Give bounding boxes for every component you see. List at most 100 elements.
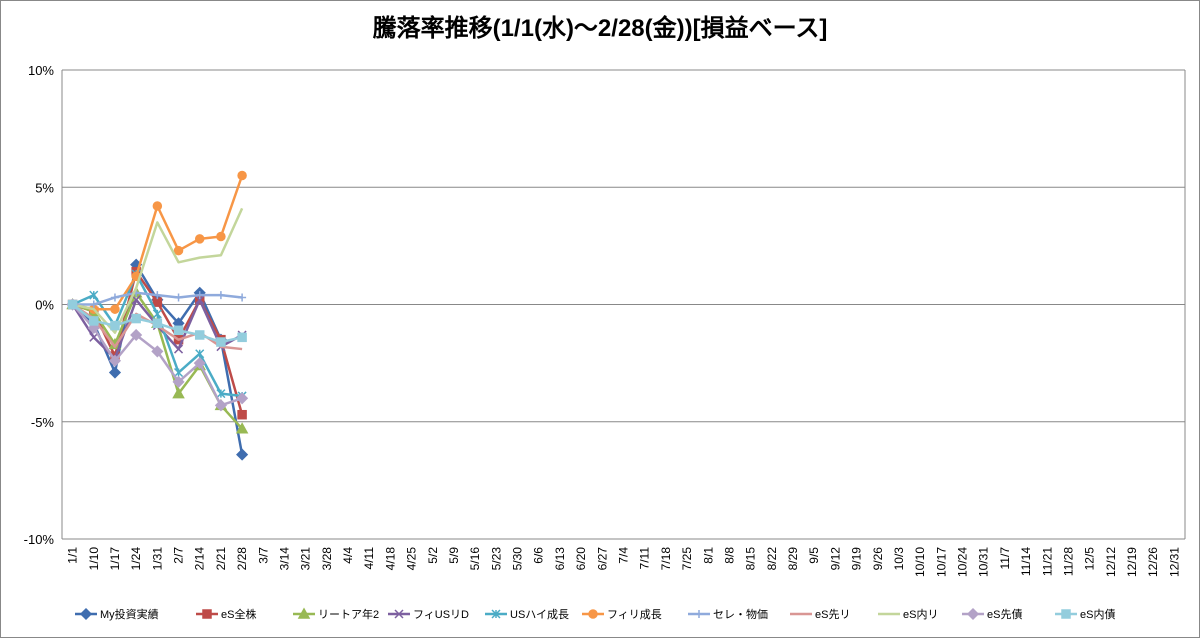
marker	[67, 299, 78, 310]
marker	[491, 609, 501, 619]
legend-label: eS先リ	[815, 608, 850, 621]
marker	[195, 295, 205, 305]
marker	[174, 367, 184, 378]
marker	[1061, 609, 1071, 619]
marker	[79, 607, 93, 621]
legend-label: eS内債	[1080, 607, 1115, 621]
y-tick-label: 5%	[35, 180, 54, 195]
y-tick-label: 0%	[35, 298, 54, 313]
legend: My投資実績 eS全株 リートア年2 フィUSリD USハイ成長 フィリ成長 セレ・物価 eS…	[75, 607, 1115, 621]
x-tick-label: 6/27	[595, 547, 609, 571]
x-tick-label: 3/7	[256, 547, 270, 564]
marker	[89, 332, 99, 342]
x-tick-label: 2/7	[172, 547, 186, 564]
x-tick-label: 4/25	[405, 547, 419, 571]
marker	[297, 607, 311, 619]
x-tick-label: 10/31	[977, 547, 991, 577]
marker	[237, 332, 247, 343]
x-tick-label: 10/3	[892, 547, 906, 571]
x-tick-label: 3/14	[277, 547, 291, 571]
x-tick-label: 9/5	[807, 547, 821, 564]
x-tick-label: 3/28	[320, 547, 334, 571]
x-tick-label: 4/4	[341, 547, 355, 564]
x-tick-label: 5/9	[447, 547, 461, 564]
legend-label: eS全株	[221, 607, 256, 621]
marker	[172, 387, 185, 399]
marker	[130, 328, 143, 342]
x-tick-label: 8/29	[786, 547, 800, 571]
x-tick-label: 12/12	[1104, 547, 1118, 577]
marker	[108, 366, 122, 379]
x-tick-label: 12/5	[1083, 547, 1097, 571]
x-tick-label: 1/31	[150, 547, 164, 571]
marker	[174, 344, 184, 354]
x-tick-label: 5/30	[511, 547, 525, 571]
marker	[152, 201, 163, 211]
x-tick-label: 11/14	[1019, 547, 1033, 576]
chart-title: 騰落率推移(1/1(水)～2/28(金))[損益ベース]	[373, 14, 828, 42]
x-tick-label: 2/14	[193, 547, 207, 571]
x-tick-label: 5/16	[468, 547, 482, 571]
y-tick-label: -5%	[31, 415, 55, 430]
marker	[195, 349, 205, 359]
series-line	[72, 207, 244, 334]
legend-label: フィUSリD	[413, 609, 469, 621]
marker	[89, 300, 98, 309]
x-tick-label: 6/20	[574, 547, 588, 571]
x-tick-label: 1/1	[66, 547, 80, 564]
marker	[238, 293, 247, 302]
x-tick-label: 5/2	[426, 547, 440, 564]
legend-label: USハイ成長	[510, 608, 569, 621]
legend-label: フィリ成長	[607, 608, 662, 621]
x-tick-label: 6/13	[553, 547, 567, 571]
marker	[216, 231, 226, 242]
marker	[193, 357, 206, 370]
x-tick-label: 6/6	[532, 547, 546, 564]
x-tick-label: 7/11	[638, 547, 652, 570]
x-tick-label: 7/18	[659, 547, 673, 571]
marker	[172, 375, 185, 388]
x-tick-label: 11/7	[998, 547, 1012, 570]
marker	[588, 609, 598, 619]
marker	[237, 170, 247, 181]
x-tick-label: 8/22	[765, 547, 779, 571]
x-tick-label: 1/24	[129, 547, 143, 571]
marker	[108, 354, 122, 367]
x-tick-label: 8/1	[701, 547, 715, 564]
marker	[110, 304, 120, 314]
x-tick-label: 2/28	[235, 547, 249, 571]
marker	[235, 422, 249, 434]
x-tick-label: 4/18	[383, 547, 397, 571]
marker	[966, 607, 980, 621]
legend-label: セレ・物価	[713, 607, 768, 621]
marker	[152, 297, 163, 307]
x-tick-label: 11/21	[1040, 547, 1054, 576]
x-tick-label: 10/10	[913, 547, 927, 577]
x-tick-label: 2/21	[214, 547, 228, 571]
x-tick-label: 3/21	[299, 547, 313, 571]
marker	[110, 320, 120, 331]
marker	[216, 337, 226, 347]
marker	[216, 389, 226, 399]
x-tick-label: 9/12	[828, 547, 842, 571]
legend-label: My投資実績	[100, 607, 159, 621]
x-tick-label: 9/26	[871, 547, 885, 571]
marker	[236, 448, 249, 461]
x-tick-label: 4/11	[362, 547, 376, 570]
marker	[214, 399, 227, 412]
marker	[173, 245, 184, 256]
marker	[131, 295, 141, 305]
marker	[194, 330, 205, 340]
marker	[152, 318, 163, 329]
x-tick-label: 10/17	[934, 547, 948, 577]
y-tick-label: -10%	[24, 532, 55, 547]
marker	[202, 609, 212, 619]
x-tick-label: 5/23	[489, 547, 503, 571]
legend-label: eS先債	[987, 607, 1022, 621]
x-tick-label: 12/26	[1146, 547, 1160, 577]
x-tick-label: 7/25	[680, 547, 694, 571]
marker	[394, 609, 404, 619]
marker	[131, 313, 141, 324]
